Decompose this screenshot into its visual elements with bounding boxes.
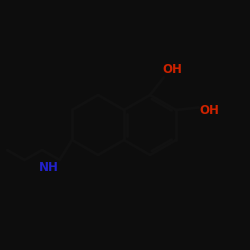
Text: NH: NH xyxy=(38,161,58,174)
Text: OH: OH xyxy=(200,104,220,117)
Text: OH: OH xyxy=(162,63,182,76)
